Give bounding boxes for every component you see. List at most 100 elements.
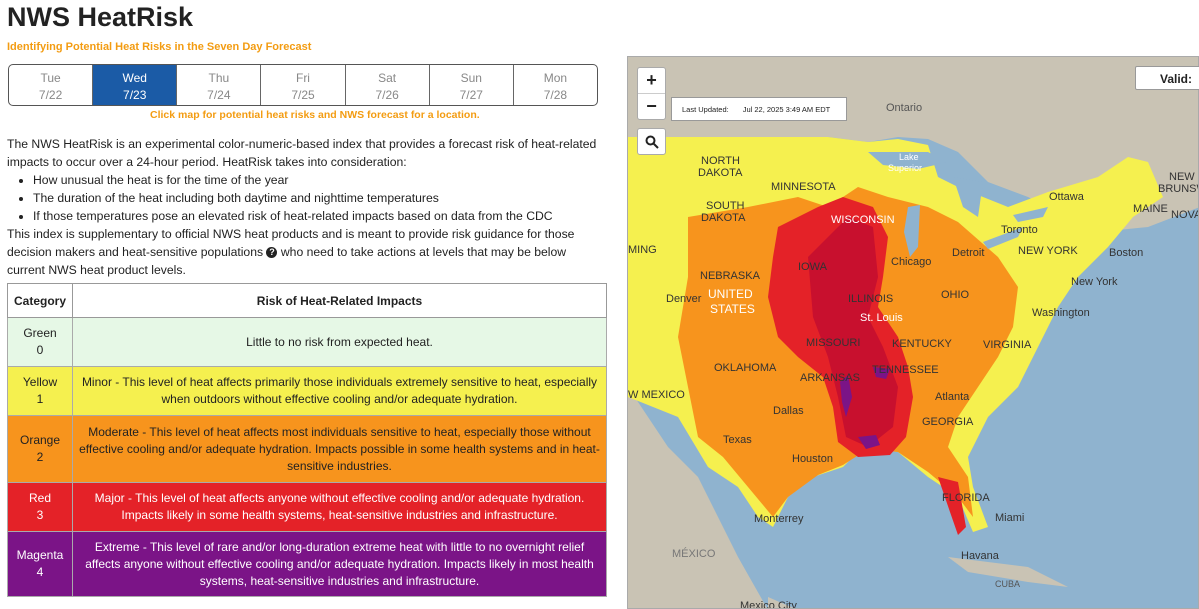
map-hint: Click map for potential heat risks and N…	[150, 109, 480, 121]
zoom-in-button[interactable]: +	[646, 70, 657, 90]
category-name: Green	[23, 326, 57, 340]
label-states: STATES	[710, 302, 755, 316]
risk-cell: Extreme - This level of rare and/or long…	[72, 531, 607, 597]
label-wyoming: MING	[628, 244, 657, 256]
description-bullet: If those temperatures pose an elevated r…	[33, 207, 607, 225]
label-nova: NOVA	[1171, 209, 1199, 221]
category-level: 1	[36, 392, 44, 406]
label-toronto: Toronto	[1001, 224, 1038, 236]
label-maine: MAINE	[1133, 203, 1168, 215]
label-arkansas: ARKANSAS	[800, 372, 860, 384]
label-detroit: Detroit	[952, 247, 984, 259]
day-tab-fri[interactable]: Fri 7/25	[261, 65, 346, 105]
label-miami: Miami	[995, 512, 1024, 524]
day-tab-thu[interactable]: Thu 7/24	[177, 65, 262, 105]
zoom-control: + −	[637, 67, 666, 120]
day-name: Mon	[543, 71, 568, 85]
category-level: 3	[36, 508, 44, 522]
heatrisk-darkred-core	[808, 217, 898, 447]
description-list: How unusual the heat is for the time of …	[7, 171, 607, 225]
label-oklahoma: OKLAHOMA	[714, 362, 777, 374]
label-wisconsin: WISCONSIN	[831, 214, 895, 226]
label-lake-superior-2: Superior	[888, 163, 922, 173]
category-level: 4	[36, 565, 44, 579]
label-ohio: OHIO	[941, 289, 970, 301]
cuba-land	[948, 557, 1068, 587]
risk-cell: Little to no risk from expected heat.	[72, 317, 607, 367]
lake-ontario	[1013, 207, 1048, 222]
label-south-dakota-2: DAKOTA	[701, 212, 746, 224]
category-cell: Green 0	[7, 317, 73, 367]
lake-huron	[953, 177, 983, 217]
label-mexico-city: Mexico City	[740, 600, 797, 609]
risk-cell: Moderate - This level of heat affects mo…	[72, 415, 607, 483]
lake-superior	[868, 152, 948, 169]
label-missouri: MISSOURI	[806, 337, 860, 349]
map-labels: Ontario NORTH DAKOTA MINNESOTA Lake Supe…	[628, 102, 1199, 609]
day-date: 7/23	[123, 88, 147, 102]
day-tab-tue[interactable]: Tue 7/22	[9, 65, 94, 105]
day-date: 7/26	[375, 88, 399, 102]
description-bullet: How unusual the heat is for the time of …	[33, 171, 607, 189]
label-cuba: CUBA	[995, 579, 1020, 589]
zoom-out-button[interactable]: −	[638, 93, 665, 119]
label-new-york-state: NEW YORK	[1018, 245, 1078, 257]
label-mexico: MÉXICO	[672, 547, 716, 560]
last-updated-box: Last Updated: Jul 22, 2025 3:49 AM EDT	[671, 97, 847, 121]
label-illinois: ILLINOIS	[848, 293, 893, 305]
help-icon[interactable]: ?	[266, 247, 278, 259]
valid-time-box: Valid:	[1135, 66, 1199, 90]
label-chicago: Chicago	[891, 256, 931, 268]
label-iowa: IOWA	[798, 261, 828, 273]
day-date: 7/27	[459, 88, 483, 102]
column-header-category: Category	[7, 283, 73, 318]
day-date: 7/28	[543, 88, 568, 102]
heatrisk-red-zone-florida	[938, 477, 966, 535]
label-united: UNITED	[708, 287, 753, 301]
description-outro: This index is supplementary to official …	[7, 225, 607, 279]
label-dallas: Dallas	[773, 405, 804, 417]
day-name: Sun	[460, 71, 482, 85]
heatrisk-map[interactable]: Ontario NORTH DAKOTA MINNESOTA Lake Supe…	[627, 56, 1199, 609]
label-south-dakota: SOUTH	[706, 200, 745, 212]
lake-michigan	[904, 205, 920, 257]
label-new-mexico: W MEXICO	[628, 389, 685, 401]
table-row-orange: Orange 2 Moderate - This level of heat af…	[7, 415, 607, 483]
day-tab-sun[interactable]: Sun 7/27	[430, 65, 514, 105]
heatrisk-magenta-zone	[858, 435, 880, 449]
risk-table: Category Risk of Heat-Related Impacts Gr…	[7, 283, 607, 597]
category-level: 2	[36, 450, 44, 464]
day-date: 7/22	[38, 88, 63, 102]
day-tab-sat[interactable]: Sat 7/26	[346, 65, 430, 105]
label-tennessee: TENNESSEE	[872, 364, 939, 376]
label-monterrey: Monterrey	[754, 513, 804, 525]
heatrisk-magenta-zone	[840, 375, 852, 417]
label-havana: Havana	[961, 550, 1000, 562]
label-houston: Houston	[792, 453, 833, 465]
label-north-dakota-2: DAKOTA	[698, 167, 743, 179]
category-cell: Red 3	[7, 482, 73, 532]
column-header-risk: Risk of Heat-Related Impacts	[72, 283, 607, 318]
day-tab-mon[interactable]: Mon 7/28	[514, 65, 597, 105]
search-button[interactable]	[637, 128, 666, 155]
label-washington: Washington	[1032, 307, 1090, 319]
map-canvas[interactable]: Ontario NORTH DAKOTA MINNESOTA Lake Supe…	[628, 57, 1199, 609]
label-st-louis: St. Louis	[860, 312, 903, 324]
label-ottawa: Ottawa	[1049, 191, 1085, 203]
label-new-brunswick-2: BRUNSWICK	[1158, 183, 1199, 195]
label-new-york-city: New York	[1071, 276, 1118, 288]
category-cell: Orange 2	[7, 415, 73, 483]
day-tab-wed[interactable]: Wed 7/23	[93, 65, 178, 105]
table-row-red: Red 3 Major - This level of heat affects …	[7, 482, 607, 532]
category-name: Orange	[19, 433, 61, 447]
lake-erie	[983, 227, 1023, 249]
heatrisk-magenta-zone	[873, 367, 890, 379]
table-header-row: Category Risk of Heat-Related Impacts	[7, 283, 607, 318]
label-nebraska: NEBRASKA	[700, 270, 761, 282]
label-texas: Texas	[723, 434, 752, 446]
label-florida: FLORIDA	[942, 492, 990, 504]
label-new-brunswick: NEW	[1169, 171, 1195, 183]
mexico-land	[628, 387, 767, 608]
label-virginia: VIRGINIA	[983, 339, 1032, 351]
label-minnesota: MINNESOTA	[771, 181, 836, 193]
